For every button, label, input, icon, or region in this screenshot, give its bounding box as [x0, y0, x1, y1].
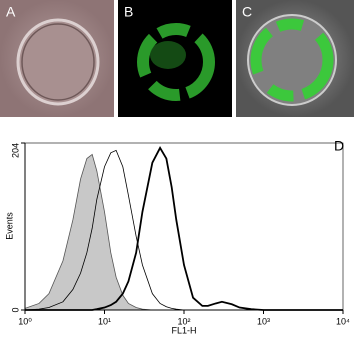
y-axis-label: Events: [4, 212, 14, 240]
x-axis-label: FL1-H: [171, 325, 196, 335]
panel-b: B: [118, 0, 232, 117]
panel-c: C: [236, 0, 354, 117]
x-tick-label: 10³: [257, 316, 270, 326]
panel-label: B: [124, 4, 133, 20]
panel-label: C: [242, 4, 252, 20]
x-tick-label: 10¹: [98, 316, 111, 326]
y-tick-label: 0: [10, 307, 20, 312]
x-tick-label: 10⁰: [18, 316, 32, 326]
x-tick-label: 10²: [177, 316, 190, 326]
panel-a: A: [0, 0, 114, 117]
histogram-curve: [24, 153, 343, 311]
histogram: D Events FL1-H: [4, 138, 344, 336]
panel-label: D: [334, 138, 344, 154]
x-tick-label: 10⁴: [336, 316, 350, 326]
y-tick-label: 204: [10, 143, 20, 158]
panel-label: A: [6, 4, 16, 20]
